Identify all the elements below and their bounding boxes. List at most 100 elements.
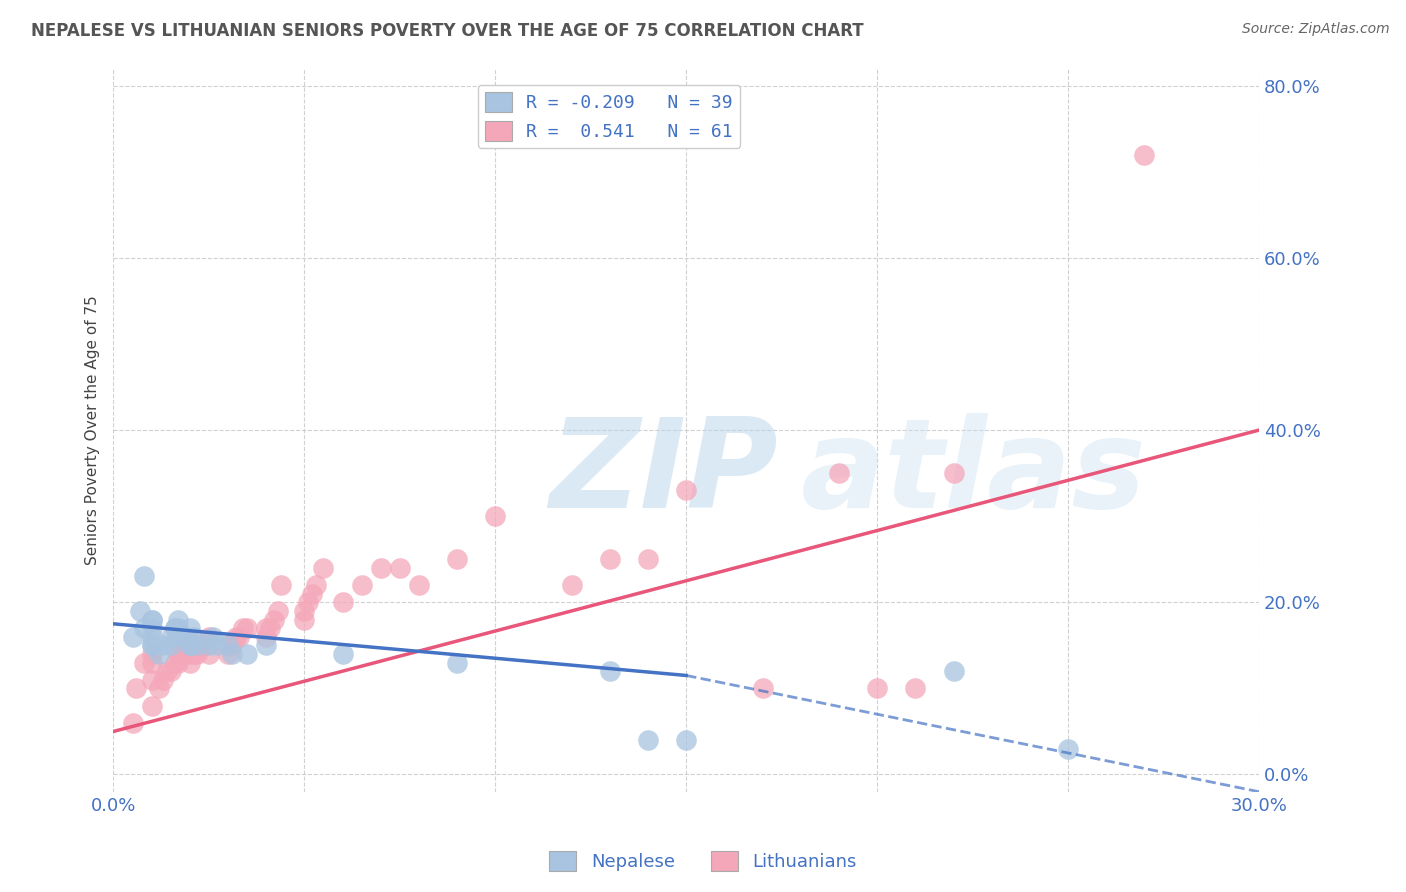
Point: [205, 638, 228, 652]
Point: [225, 630, 247, 644]
Point: [294, 604, 316, 618]
Point: [174, 638, 197, 652]
Point: [179, 647, 201, 661]
Point: [148, 681, 170, 696]
Text: ZIP: ZIP: [548, 413, 778, 534]
Point: [484, 509, 506, 524]
Point: [141, 621, 163, 635]
Point: [221, 638, 243, 652]
Point: [599, 552, 621, 566]
Point: [259, 621, 281, 635]
Point: [141, 638, 163, 652]
Point: [159, 638, 181, 652]
Point: [148, 647, 170, 661]
Point: [1133, 147, 1156, 161]
Point: [332, 647, 354, 661]
Point: [141, 647, 163, 661]
Point: [179, 656, 201, 670]
Point: [270, 578, 292, 592]
Point: [217, 638, 239, 652]
Point: [408, 578, 430, 592]
Point: [751, 681, 773, 696]
Point: [172, 647, 194, 661]
Point: [254, 621, 277, 635]
Point: [263, 613, 285, 627]
Point: [141, 630, 163, 644]
Point: [179, 638, 201, 652]
Point: [167, 621, 190, 635]
Point: [446, 552, 468, 566]
Point: [186, 647, 208, 661]
Point: [446, 656, 468, 670]
Point: [266, 604, 288, 618]
Point: [221, 647, 243, 661]
Point: [167, 613, 190, 627]
Point: [194, 638, 217, 652]
Point: [156, 664, 179, 678]
Point: [942, 466, 965, 480]
Point: [201, 630, 224, 644]
Y-axis label: Seniors Poverty Over the Age of 75: Seniors Poverty Over the Age of 75: [86, 295, 100, 565]
Point: [254, 638, 277, 652]
Point: [183, 630, 205, 644]
Point: [1057, 741, 1080, 756]
Point: [167, 647, 190, 661]
Point: [132, 621, 155, 635]
Point: [141, 698, 163, 713]
Point: [236, 647, 259, 661]
Point: [637, 552, 659, 566]
Point: [217, 638, 239, 652]
Point: [675, 483, 697, 498]
Point: [217, 647, 239, 661]
Text: NEPALESE VS LITHUANIAN SENIORS POVERTY OVER THE AGE OF 75 CORRELATION CHART: NEPALESE VS LITHUANIAN SENIORS POVERTY O…: [31, 22, 863, 40]
Point: [141, 673, 163, 687]
Point: [828, 466, 851, 480]
Point: [159, 630, 181, 644]
Point: [305, 578, 328, 592]
Point: [942, 664, 965, 678]
Point: [141, 613, 163, 627]
Point: [388, 561, 411, 575]
Point: [198, 638, 221, 652]
Point: [179, 638, 201, 652]
Point: [904, 681, 927, 696]
Point: [301, 587, 323, 601]
Legend: Nepalese, Lithuanians: Nepalese, Lithuanians: [541, 844, 865, 879]
Point: [129, 604, 152, 618]
Point: [141, 638, 163, 652]
Point: [370, 561, 392, 575]
Point: [254, 630, 277, 644]
Point: [297, 595, 319, 609]
Point: [232, 621, 254, 635]
Point: [561, 578, 583, 592]
Point: [866, 681, 889, 696]
Point: [236, 621, 259, 635]
Point: [228, 630, 250, 644]
Point: [121, 630, 143, 644]
Point: [152, 638, 174, 652]
Text: atlas: atlas: [801, 413, 1146, 534]
Point: [152, 673, 174, 687]
Point: [159, 664, 181, 678]
Point: [163, 621, 186, 635]
Point: [198, 647, 221, 661]
Point: [167, 656, 190, 670]
Point: [125, 681, 148, 696]
Point: [172, 630, 194, 644]
Point: [179, 638, 201, 652]
Point: [294, 613, 316, 627]
Point: [183, 647, 205, 661]
Point: [174, 630, 197, 644]
Point: [312, 561, 335, 575]
Point: [186, 638, 208, 652]
Point: [332, 595, 354, 609]
Point: [132, 656, 155, 670]
Point: [141, 613, 163, 627]
Point: [163, 656, 186, 670]
Point: [350, 578, 373, 592]
Point: [179, 621, 201, 635]
Legend: R = -0.209   N = 39, R =  0.541   N = 61: R = -0.209 N = 39, R = 0.541 N = 61: [478, 85, 740, 148]
Point: [132, 569, 155, 583]
Point: [675, 733, 697, 747]
Text: Source: ZipAtlas.com: Source: ZipAtlas.com: [1241, 22, 1389, 37]
